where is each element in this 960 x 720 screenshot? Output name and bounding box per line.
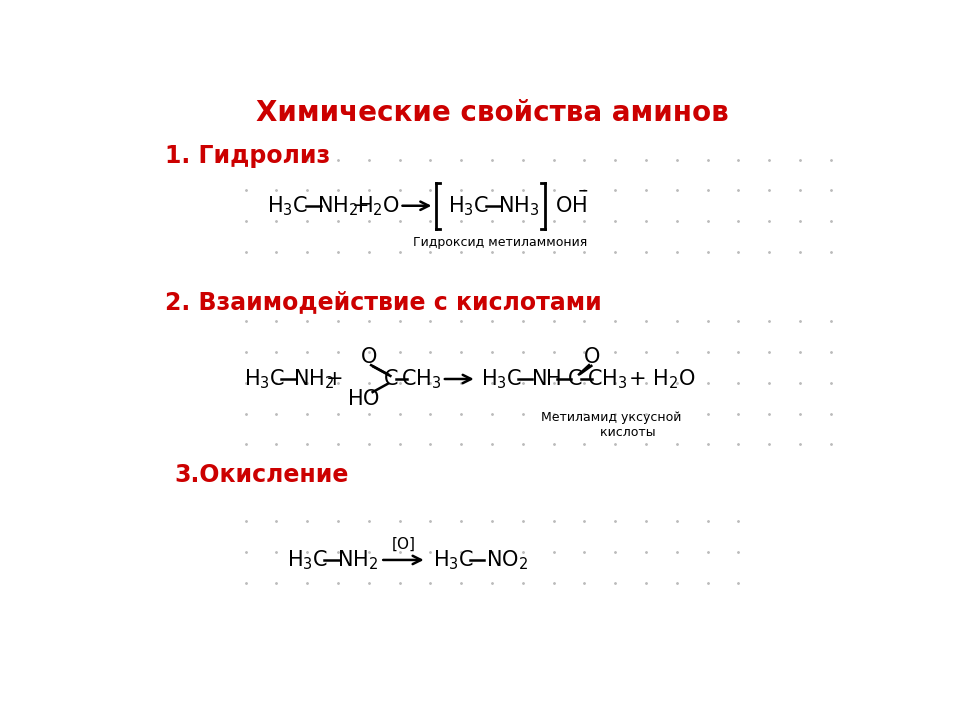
Text: $\mathrm{H_3C}$: $\mathrm{H_3C}$ (268, 194, 308, 217)
Text: $\mathrm{CH_3}$: $\mathrm{CH_3}$ (588, 367, 628, 391)
Text: $\mathrm{CH_3}$: $\mathrm{CH_3}$ (401, 367, 442, 391)
Text: $\mathrm{H_2O}$: $\mathrm{H_2O}$ (356, 194, 399, 217)
Text: $^{\mathbf{-}}$: $^{\mathbf{-}}$ (577, 186, 588, 204)
Text: $\mathrm{C}$: $\mathrm{C}$ (383, 369, 398, 389)
Text: $+$: $+$ (325, 369, 343, 389)
Text: $\mathrm{+\ H_2O}$: $\mathrm{+\ H_2O}$ (628, 367, 695, 391)
Text: $\mathrm{NH}$: $\mathrm{NH}$ (531, 369, 562, 389)
Text: $\mathrm{O}$: $\mathrm{O}$ (360, 348, 377, 367)
Text: $\mathrm{[O]}$: $\mathrm{[O]}$ (391, 536, 416, 553)
Text: $\mathrm{NH_2}$: $\mathrm{NH_2}$ (318, 194, 359, 217)
Text: Химические свойства аминов: Химические свойства аминов (255, 99, 729, 127)
Text: $\mathrm{HO}$: $\mathrm{HO}$ (347, 389, 380, 409)
Text: $\mathrm{H_3C}$: $\mathrm{H_3C}$ (244, 367, 285, 391)
Text: $\mathrm{H_3C}$: $\mathrm{H_3C}$ (433, 548, 474, 572)
Text: Метиламид уксусной
        кислоты: Метиламид уксусной кислоты (541, 411, 682, 439)
Text: 3.Окисление: 3.Окисление (175, 463, 349, 487)
Text: $\mathrm{NO_2}$: $\mathrm{NO_2}$ (487, 548, 528, 572)
Text: 2. Взаимодействие с кислотами: 2. Взаимодействие с кислотами (165, 290, 602, 314)
Text: Гидроксид метиламмония: Гидроксид метиламмония (413, 236, 587, 249)
Text: $\mathrm{H_3C}$: $\mathrm{H_3C}$ (448, 194, 490, 217)
Text: $\mathrm{H_3C}$: $\mathrm{H_3C}$ (481, 367, 522, 391)
Text: $\mathrm{NH_2}$: $\mathrm{NH_2}$ (293, 367, 334, 391)
Text: $\mathrm{NH_3}$: $\mathrm{NH_3}$ (498, 194, 540, 217)
Text: 1. Гидролиз: 1. Гидролиз (165, 144, 330, 168)
Text: $\mathrm{OH}$: $\mathrm{OH}$ (555, 196, 588, 216)
Text: $\mathrm{NH_2}$: $\mathrm{NH_2}$ (337, 548, 378, 572)
Text: $\mathrm{O}$: $\mathrm{O}$ (584, 348, 601, 367)
Text: $\mathrm{C}$: $\mathrm{C}$ (567, 369, 583, 389)
Text: $\mathrm{H_3C}$: $\mathrm{H_3C}$ (287, 548, 327, 572)
Text: $+$: $+$ (350, 196, 369, 216)
